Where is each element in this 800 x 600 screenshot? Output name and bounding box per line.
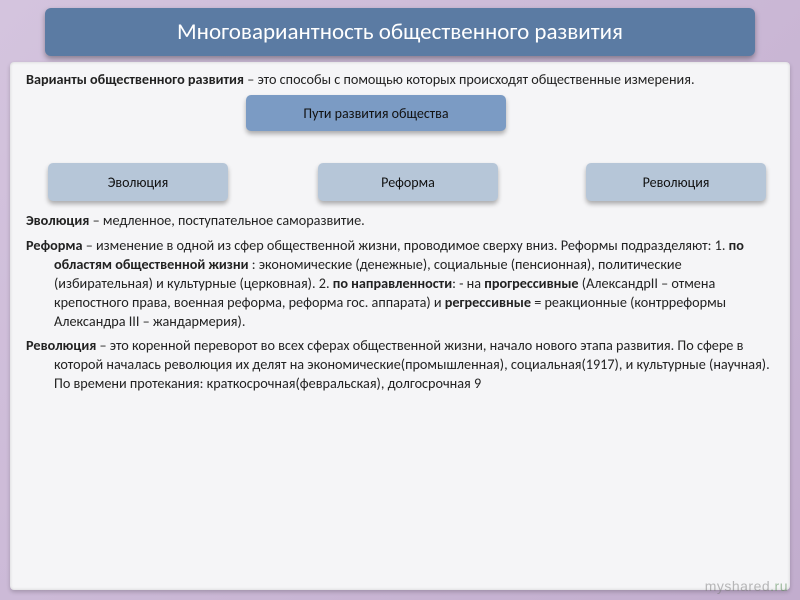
reform-b3: прогрессивные	[484, 274, 578, 292]
revolution-lead: Революция	[26, 336, 96, 354]
slide-title: Многовариантность общественного развития	[45, 8, 755, 56]
diagram-top-label: Пути развития общества	[303, 105, 448, 122]
reform-r3: : - на	[452, 274, 484, 292]
diagram-right-label: Революция	[643, 174, 710, 191]
content-panel: Варианты общественного развития – это сп…	[10, 62, 790, 590]
slide: Многовариантность общественного развития…	[0, 0, 800, 600]
paragraph-reform: Реформа – изменение в одной из сфер обще…	[26, 236, 774, 330]
paragraph-evolution: Эволюция – медленное, поступательное сам…	[26, 211, 774, 230]
diagram-box-reform: Реформа	[318, 163, 498, 201]
reform-b2: по направленности	[333, 274, 452, 292]
revolution-rest: – это коренной переворот во всех сферах …	[54, 336, 770, 392]
diagram-box-top: Пути развития общества	[246, 95, 506, 131]
diagram-center-label: Реформа	[381, 174, 435, 191]
diagram-box-revolution: Революция	[586, 163, 766, 201]
intro-paragraph: Варианты общественного развития – это сп…	[26, 70, 774, 89]
evolution-rest: – медленное, поступательное саморазвитие…	[89, 211, 364, 229]
watermark: myshared.ru	[705, 578, 788, 594]
slide-title-text: Многовариантность общественного развития	[177, 18, 623, 46]
watermark-suffix: .ru	[770, 578, 788, 594]
intro-rest: – это способы с помощью которых происход…	[244, 70, 695, 88]
watermark-text: myshared	[705, 578, 770, 594]
reform-b4: регрессивные	[445, 293, 531, 311]
paragraph-revolution: Революция – это коренной переворот во вс…	[26, 336, 774, 393]
intro-bold: Варианты общественного развития	[26, 70, 244, 88]
diagram-left-label: Эволюция	[108, 174, 169, 191]
reform-r1: – изменение в одной из сфер общественной…	[83, 236, 729, 254]
diagram: Пути развития общества Эволюция Реформа …	[26, 95, 774, 207]
diagram-box-evolution: Эволюция	[48, 163, 228, 201]
reform-lead: Реформа	[26, 236, 83, 254]
evolution-lead: Эволюция	[26, 211, 89, 229]
